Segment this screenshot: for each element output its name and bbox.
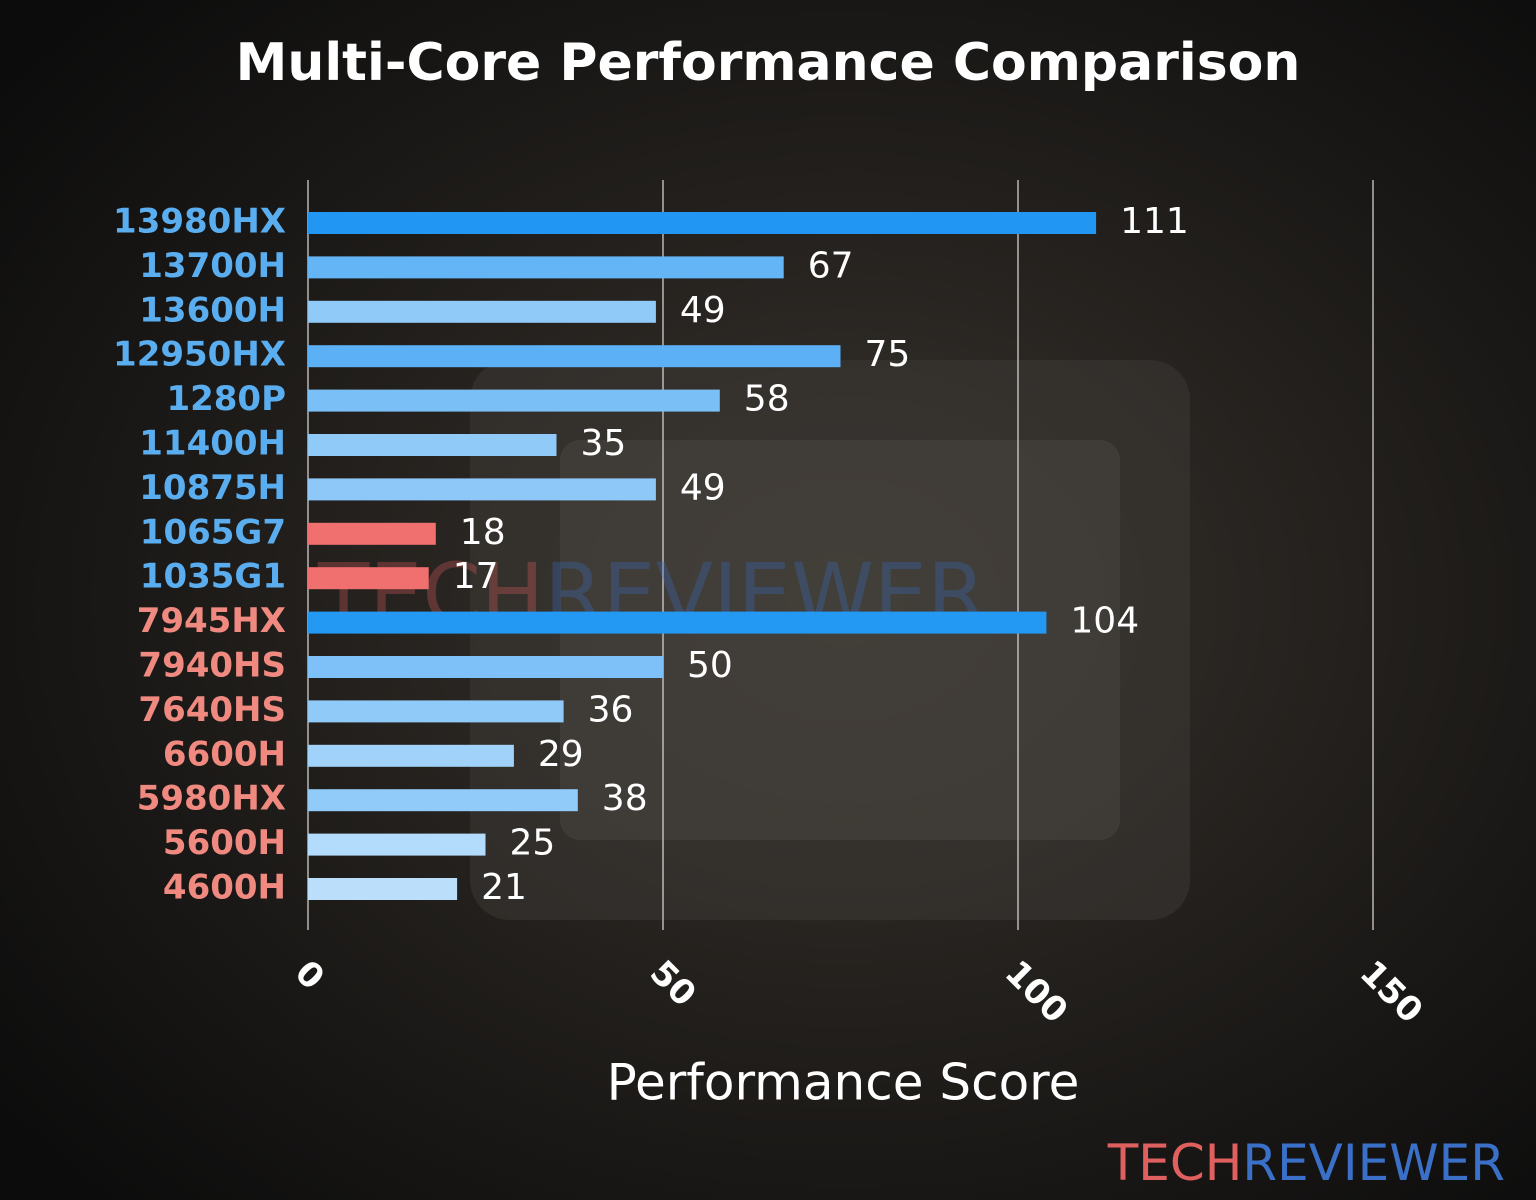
brand-part: REVIEWER [1242, 1134, 1505, 1192]
y-tick-label: 13700H [139, 246, 286, 286]
value-label: 75 [865, 334, 911, 375]
value-label: 35 [581, 423, 627, 464]
bar [308, 300, 656, 323]
y-tick-label: 11400H [139, 424, 286, 464]
value-label: 21 [481, 867, 527, 908]
y-tick-label: 7640HS [138, 690, 286, 730]
brand-logo: TECHREVIEWER [1107, 1134, 1505, 1192]
value-label: 36 [588, 689, 634, 730]
y-tick-label: 1280P [166, 379, 286, 419]
y-tick-label: 13600H [139, 290, 286, 330]
bar [308, 345, 841, 368]
value-label: 111 [1120, 201, 1189, 242]
y-tick-label: 5980HX [137, 779, 286, 819]
value-label: 38 [602, 778, 648, 819]
brand-part: TECH [1107, 1134, 1243, 1192]
bar [308, 212, 1097, 234]
value-label: 17 [453, 556, 499, 597]
y-tick-label: 1035G1 [140, 557, 286, 597]
y-tick-label: 5600H [163, 823, 286, 863]
value-label: 29 [538, 734, 584, 775]
chip-lid [560, 440, 1120, 840]
value-label: 58 [744, 379, 790, 420]
bar [308, 833, 486, 856]
bar [308, 700, 564, 723]
bar [308, 744, 514, 767]
bar [308, 789, 578, 812]
y-tick-label: 12950HX [113, 335, 286, 375]
bar [308, 878, 458, 900]
bar [308, 478, 656, 501]
bar [308, 567, 429, 590]
bar [308, 522, 436, 545]
x-axis-title: Performance Score [607, 1054, 1080, 1112]
bar [308, 434, 557, 456]
bar [308, 611, 1047, 634]
y-tick-label: 4600H [163, 868, 286, 908]
value-label: 25 [510, 823, 556, 864]
y-tick-label: 7940HS [138, 646, 286, 686]
y-tick-label: 13980HX [113, 202, 286, 242]
y-tick-label: 6600H [163, 734, 286, 774]
value-label: 49 [680, 290, 726, 331]
value-label: 18 [460, 512, 506, 553]
value-label: 104 [1070, 601, 1139, 642]
y-tick-label: 10875H [139, 468, 286, 508]
y-tick-label: 1065G7 [140, 512, 286, 552]
value-label: 49 [680, 467, 726, 508]
chart-title: Multi-Core Performance Comparison [236, 33, 1301, 93]
value-label: 50 [687, 645, 733, 686]
bar [308, 656, 663, 678]
y-tick-label: 7945HX [137, 601, 286, 641]
bar [308, 256, 784, 279]
value-label: 67 [808, 245, 854, 286]
bar [308, 389, 720, 412]
